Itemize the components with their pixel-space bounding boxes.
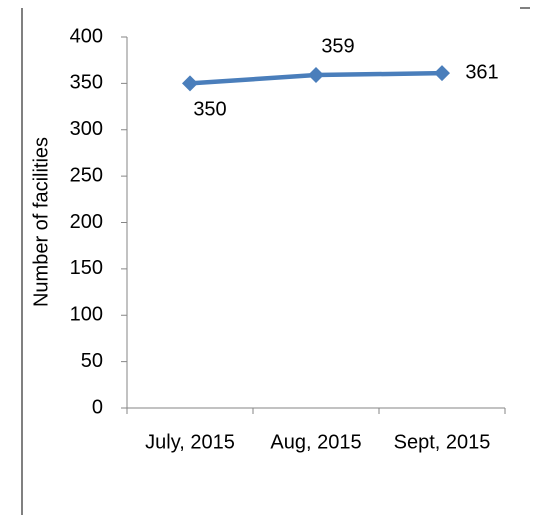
y-tick-label: 250 [70,164,103,186]
y-tick-label: 200 [70,211,103,233]
marker [308,67,324,84]
y-tick-label: 50 [81,350,103,372]
y-tick-label: 400 [70,25,103,47]
y-tick-label: 0 [92,396,103,418]
y-tick-label: 100 [70,304,103,326]
y-tick-label: 150 [70,257,103,279]
x-tick-label: Aug, 2015 [270,431,361,453]
data-label: 361 [465,61,498,83]
marker [182,75,198,92]
data-label: 350 [193,99,226,121]
x-tick-label: Sept, 2015 [394,431,491,453]
y-axis-label: Number of facilities [30,137,52,307]
y-tick-label: 350 [70,72,103,94]
y-tick-label: 300 [70,118,103,140]
marker [434,65,450,82]
data-label: 359 [321,35,354,57]
x-tick-label: July, 2015 [145,431,235,453]
